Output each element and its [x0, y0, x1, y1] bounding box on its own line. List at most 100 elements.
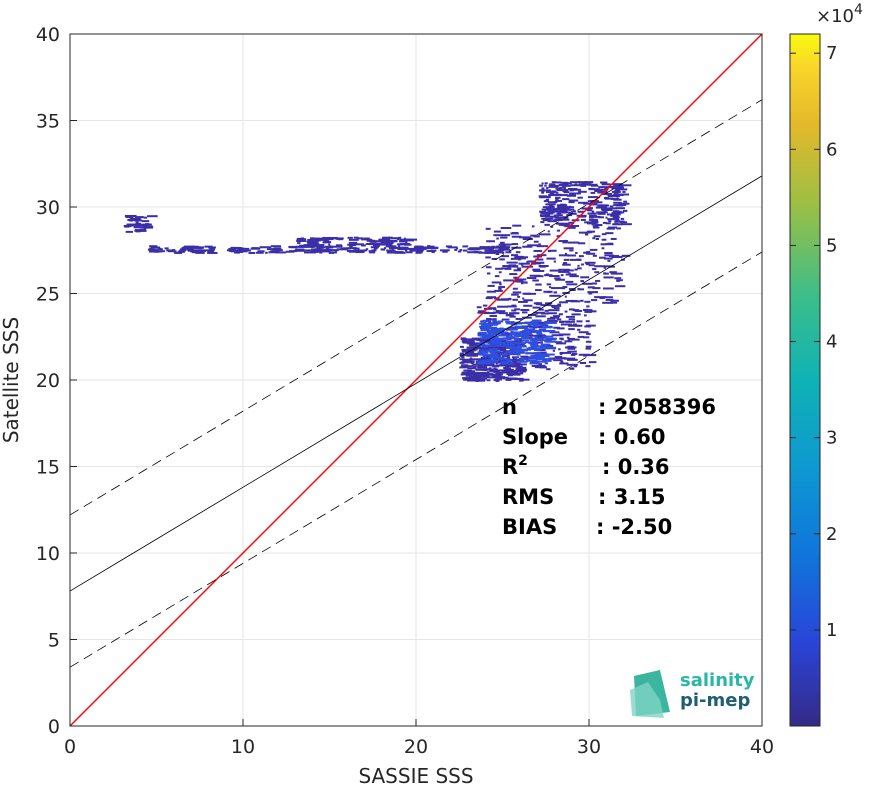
- density-point: [532, 262, 536, 265]
- density-point: [505, 251, 512, 254]
- density-point: [498, 337, 510, 340]
- density-point: [584, 354, 597, 357]
- density-point: [604, 254, 614, 257]
- density-point: [174, 251, 183, 254]
- density-point: [550, 316, 560, 319]
- density-point: [594, 265, 605, 268]
- density-point: [528, 337, 541, 340]
- density-point: [373, 240, 383, 243]
- density-point: [587, 286, 595, 289]
- reference-line: [69, 251, 763, 668]
- density-point: [470, 248, 481, 251]
- density-point: [594, 271, 600, 274]
- density-point: [494, 275, 500, 278]
- density-point: [499, 243, 512, 246]
- density-point: [150, 249, 159, 252]
- density-point: [499, 362, 509, 365]
- density-point: [498, 312, 508, 315]
- density-point: [584, 310, 597, 313]
- density-point: [538, 363, 542, 366]
- density-point: [491, 281, 502, 284]
- density-point: [589, 248, 598, 251]
- density-point: [147, 223, 152, 226]
- density-point: [317, 246, 326, 249]
- density-point: [571, 352, 578, 355]
- density-point: [578, 242, 586, 245]
- density-point: [501, 251, 505, 254]
- density-point: [164, 247, 169, 250]
- density-point: [582, 336, 590, 339]
- density-point: [566, 336, 570, 339]
- y-tick-label: 0: [48, 716, 60, 738]
- density-point: [545, 346, 556, 349]
- density-point: [534, 341, 543, 344]
- density-point: [592, 237, 596, 240]
- density-point: [544, 362, 549, 365]
- density-point: [572, 210, 576, 213]
- density-point: [398, 245, 401, 248]
- density-point: [548, 309, 560, 312]
- density-point: [467, 371, 474, 374]
- density-point: [533, 325, 539, 328]
- density-point: [500, 241, 505, 244]
- density-point: [541, 182, 544, 185]
- density-point: [266, 248, 275, 251]
- density-point: [127, 218, 137, 221]
- density-point: [403, 243, 412, 246]
- density-point: [583, 181, 594, 184]
- density-point: [608, 220, 612, 223]
- density-point: [559, 320, 570, 323]
- density-point: [569, 181, 581, 184]
- density-point: [586, 209, 593, 212]
- density-point: [572, 318, 576, 321]
- density-point: [588, 218, 594, 221]
- density-point: [545, 337, 557, 340]
- density-point: [616, 227, 621, 230]
- density-point: [506, 373, 518, 376]
- density-point: [530, 345, 541, 348]
- density-point: [530, 320, 539, 323]
- density-point: [431, 251, 435, 254]
- density-point: [146, 225, 154, 228]
- density-point: [529, 339, 538, 342]
- density-point: [511, 246, 522, 249]
- density-point: [501, 318, 510, 321]
- density-point: [477, 365, 483, 368]
- density-point: [480, 337, 491, 340]
- density-point: [533, 240, 539, 243]
- density-point: [580, 280, 585, 283]
- density-point: [577, 335, 585, 338]
- density-point: [467, 370, 476, 373]
- density-point: [558, 240, 569, 243]
- density-point: [579, 361, 587, 364]
- density-point: [505, 365, 514, 368]
- density-point: [514, 278, 527, 281]
- density-point: [507, 341, 511, 344]
- density-point: [497, 351, 509, 354]
- density-point: [609, 205, 614, 208]
- density-point: [172, 249, 176, 252]
- density-point: [460, 338, 467, 341]
- density-point: [522, 330, 531, 333]
- density-point: [511, 232, 518, 235]
- density-point: [196, 250, 199, 253]
- density-point: [558, 313, 563, 316]
- density-point: [555, 341, 563, 344]
- density-point: [385, 242, 394, 245]
- density-point: [485, 359, 497, 362]
- density-point: [594, 189, 603, 192]
- density-point: [147, 215, 158, 218]
- density-point: [510, 321, 515, 324]
- density-point: [584, 261, 596, 264]
- density-point: [563, 191, 570, 194]
- density-point: [567, 241, 580, 244]
- density-point: [468, 353, 472, 356]
- density-point: [618, 193, 630, 196]
- density-point: [427, 245, 435, 248]
- density-point: [381, 239, 385, 242]
- density-point: [469, 344, 477, 347]
- density-point: [539, 184, 543, 187]
- density-point: [511, 346, 517, 349]
- density-point: [586, 332, 591, 335]
- density-point: [585, 263, 590, 266]
